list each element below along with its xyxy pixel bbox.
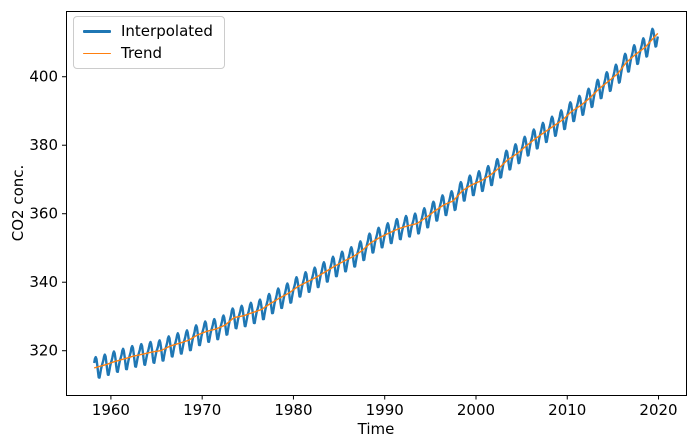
legend-item-trend: Trend xyxy=(83,46,213,61)
axes-frame xyxy=(66,11,687,396)
x-tick-label: 1990 xyxy=(366,401,404,419)
legend-label-trend: Trend xyxy=(121,44,163,62)
legend-line-sample-interpolated xyxy=(83,30,111,33)
y-axis-label: CO2 conc. xyxy=(9,164,27,242)
x-tick-label: 1980 xyxy=(274,401,312,419)
y-tick-label: 400 xyxy=(29,68,58,86)
x-tick-label: 1960 xyxy=(92,401,130,419)
y-tick-label: 320 xyxy=(29,342,58,360)
series-line-trend xyxy=(94,32,659,369)
y-tick-label: 360 xyxy=(29,205,58,223)
x-axis-label: Time xyxy=(357,420,395,438)
legend-label-interpolated: Interpolated xyxy=(121,22,213,40)
y-tick-label: 340 xyxy=(29,273,58,291)
x-tick-label: 2010 xyxy=(548,401,586,419)
legend-line-sample-trend xyxy=(83,52,111,55)
x-tick-label: 1970 xyxy=(183,401,221,419)
legend: Interpolated Trend xyxy=(73,16,225,69)
x-tick-label: 2000 xyxy=(457,401,495,419)
y-tick-label: 380 xyxy=(29,136,58,154)
legend-item-interpolated: Interpolated xyxy=(83,24,213,39)
series-line-interpolated xyxy=(93,27,659,379)
x-tick-label: 2020 xyxy=(639,401,677,419)
